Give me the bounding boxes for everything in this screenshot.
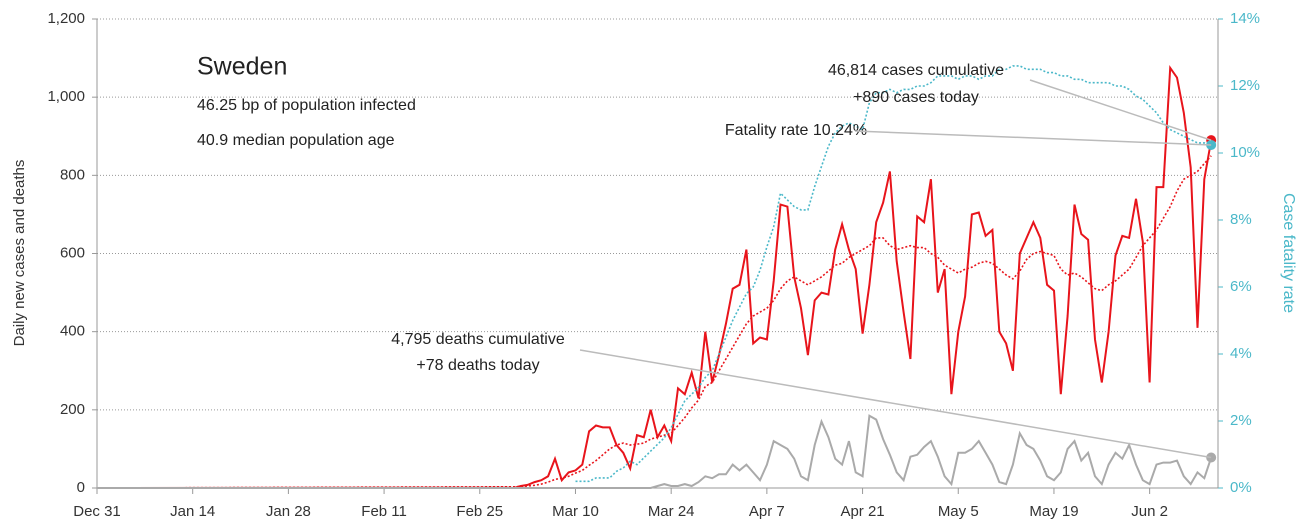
y2-tick-label: 2% [1230,412,1252,429]
y2-axis-label: Case fatality rate [1280,193,1297,313]
note: 46.25 bp of population infected [197,97,416,114]
annotation: +890 cases today [853,89,979,106]
y2-tick-label: 10% [1230,144,1260,161]
x-tick-label: Jan 14 [170,503,215,520]
x-tick-label: May 19 [1029,503,1078,520]
annotation: Fatality rate 10.24% [725,122,867,139]
x-tick-label: Feb 11 [361,503,407,520]
y-tick-label: 800 [60,166,85,183]
annotation: 4,795 deaths cumulative [391,331,565,348]
y-tick-label: 1,000 [47,88,85,105]
y-tick-label: 400 [60,323,85,340]
annotation: +78 deaths today [416,357,539,374]
y2-tick-label: 8% [1230,211,1252,228]
y2-tick-label: 14% [1230,10,1260,27]
series-line [96,64,1213,490]
x-tick-label: Feb 25 [456,503,503,520]
y2-tick-label: 6% [1230,278,1252,295]
x-tick-label: Apr 7 [749,503,785,520]
series-line [97,414,1213,489]
y-tick-label: 1,200 [47,10,85,27]
x-tick-label: Apr 21 [840,503,884,520]
y2-tick-label: 4% [1230,345,1252,362]
y2-tick-label: 0% [1230,479,1252,496]
x-tick-label: Jun 2 [1131,503,1168,520]
y-axis-label: Daily new cases and deaths [11,160,28,347]
y-tick-label: 200 [60,401,85,418]
chart-title: Sweden [197,53,287,81]
leader-line [854,130,1212,146]
x-tick-label: Dec 31 [73,503,121,520]
x-tick-label: May 5 [938,503,979,520]
x-tick-label: Mar 24 [648,503,695,520]
leader-line [579,349,1212,459]
leader-line [1029,79,1212,141]
y-tick-label: 600 [60,244,85,261]
series-line [575,65,1212,483]
note: 40.9 median population age [197,132,395,149]
annotation: 46,814 cases cumulative [828,62,1004,79]
y2-tick-label: 12% [1230,77,1260,94]
y-tick-label: 0 [77,479,85,496]
series-line [96,155,1212,489]
x-tick-label: Mar 10 [552,503,599,520]
x-tick-label: Jan 28 [266,503,311,520]
